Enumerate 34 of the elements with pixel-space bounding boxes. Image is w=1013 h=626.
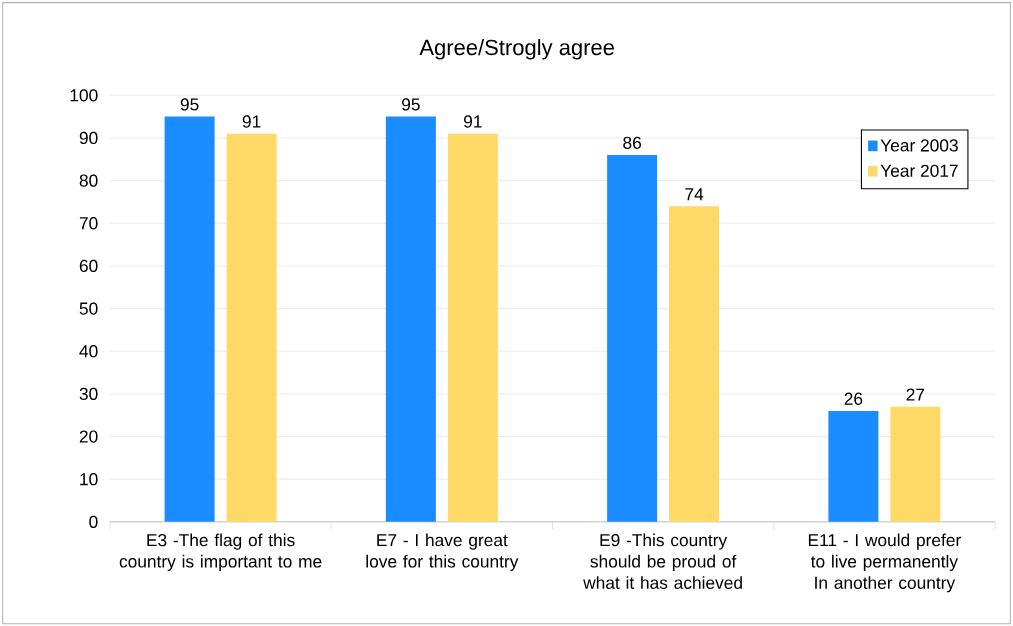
y-tick-label: 60 <box>79 259 98 272</box>
bar <box>447 133 498 522</box>
data-label: 95 <box>402 98 420 111</box>
y-tick-label: 100 <box>70 88 98 102</box>
bar <box>226 133 277 522</box>
bar <box>607 154 658 522</box>
y-tick-label: 70 <box>79 216 98 230</box>
data-label: 91 <box>464 115 482 128</box>
data-label: 86 <box>623 136 642 149</box>
bar <box>890 406 941 522</box>
bar <box>164 116 215 522</box>
bar <box>385 116 436 522</box>
y-tick-label: 10 <box>80 472 98 486</box>
x-tick-label: E9 -This country should be proud of what it has achieved <box>583 533 742 589</box>
bar <box>828 410 879 522</box>
y-tick-label: 90 <box>79 131 98 144</box>
data-label: 95 <box>180 98 199 111</box>
y-tick-label: 0 <box>89 515 98 528</box>
chart-title: Agree/Strogly agree <box>419 38 614 60</box>
x-tick-label: E7 - I have great love for this country <box>366 533 519 571</box>
x-tick-label: E11 - I would prefer to live permanently In another country <box>808 533 961 593</box>
y-tick-label: 50 <box>79 302 98 315</box>
y-tick-label: 20 <box>79 430 98 443</box>
data-label: 91 <box>242 115 261 128</box>
y-tick-label: 40 <box>79 344 98 358</box>
data-label: 26 <box>844 392 863 405</box>
data-label: 74 <box>685 188 704 200</box>
y-tick-label: 30 <box>79 387 98 400</box>
y-tick-label: 80 <box>79 174 98 187</box>
bar <box>669 205 720 522</box>
legend-label: Year 2017 <box>880 164 958 177</box>
x-tick-label: E3 -The flag of this country is important to me <box>119 533 322 571</box>
legend-label: Year 2003 <box>880 139 958 152</box>
data-label: 27 <box>906 388 925 401</box>
